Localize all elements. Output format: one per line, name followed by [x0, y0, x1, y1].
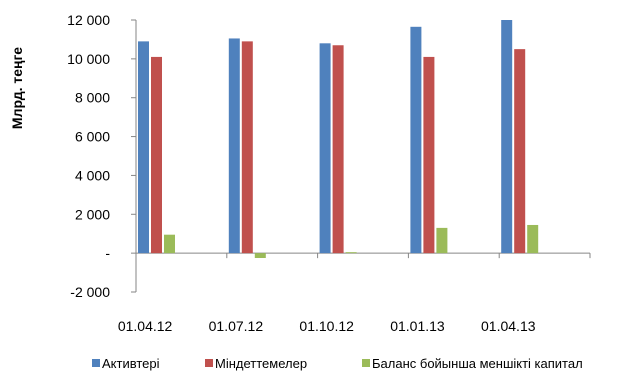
y-tick-label: 4 000 [75, 167, 110, 183]
y-tick-label: 6 000 [75, 129, 110, 145]
bar [410, 26, 422, 254]
legend-swatch [92, 359, 100, 367]
legend-label: Активтері [102, 356, 160, 371]
bar [345, 252, 357, 254]
bar [527, 224, 539, 254]
bar [228, 38, 240, 254]
y-tick-label: 2 000 [75, 206, 110, 222]
y-tick-label: 10 000 [67, 51, 110, 67]
y-tick-label: 8 000 [75, 90, 110, 106]
legend-label: Міндеттемелер [215, 356, 307, 371]
bar [164, 234, 175, 254]
bar [138, 41, 149, 254]
bar [241, 41, 253, 254]
y-tick-label: 12 000 [67, 12, 110, 28]
bar [514, 49, 526, 254]
y-tick-label: - [105, 245, 110, 261]
y-axis-label: Млрд. теңге [9, 47, 25, 129]
y-tick-label: -2 000 [70, 284, 110, 300]
bar [151, 56, 162, 254]
legend-swatch [205, 359, 213, 367]
x-tick-label: 01.01.13 [390, 318, 445, 334]
legend: Активтері Міндеттемелер Баланс бойынша мен… [92, 356, 583, 371]
x-tick-label: 01.04.13 [481, 318, 536, 334]
legend-swatch [362, 359, 370, 367]
bar [319, 43, 331, 254]
bar [423, 56, 435, 254]
x-tick-label: 01.04.12 [118, 318, 173, 334]
bar [332, 45, 344, 254]
legend-label: Баланс бойынша меншікті капитал [372, 356, 583, 371]
bar [436, 227, 448, 254]
x-tick-label: 01.10.12 [299, 318, 354, 334]
x-tick-label: 01.07.12 [209, 318, 264, 334]
bar [254, 253, 266, 258]
bar [501, 20, 513, 254]
